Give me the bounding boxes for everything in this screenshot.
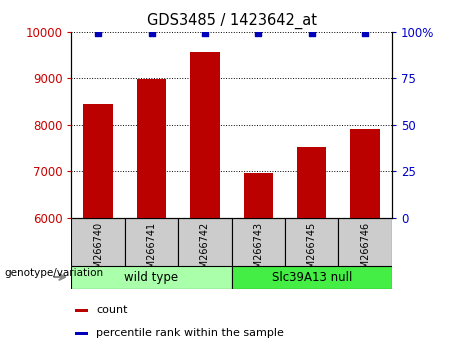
Bar (71, 266, 231, 289)
Bar (350, 130, 380, 218)
Bar (75, 332, 88, 335)
Bar (231, 218, 285, 266)
Bar (83, 104, 113, 218)
Bar (338, 218, 392, 266)
Text: percentile rank within the sample: percentile rank within the sample (96, 328, 284, 338)
Bar (285, 218, 338, 266)
Bar (297, 147, 326, 218)
Bar (125, 218, 178, 266)
Text: wild type: wild type (124, 270, 178, 284)
Text: GSM266740: GSM266740 (93, 222, 103, 281)
Text: GSM266743: GSM266743 (254, 222, 263, 281)
Title: GDS3485 / 1423642_at: GDS3485 / 1423642_at (147, 13, 317, 29)
Bar (75, 309, 88, 312)
Bar (231, 266, 392, 289)
Text: Slc39A13 null: Slc39A13 null (272, 270, 352, 284)
Bar (71, 218, 125, 266)
Bar (190, 52, 219, 218)
Bar (178, 218, 231, 266)
Text: GSM266746: GSM266746 (360, 222, 370, 281)
Bar (244, 173, 273, 218)
Point (148, 30, 155, 36)
Text: genotype/variation: genotype/variation (5, 268, 104, 279)
Text: GSM266742: GSM266742 (200, 222, 210, 281)
Point (201, 30, 209, 36)
Text: GSM266741: GSM266741 (147, 222, 157, 281)
Text: GSM266745: GSM266745 (307, 222, 317, 281)
Point (361, 30, 369, 36)
Point (254, 30, 262, 36)
Point (95, 30, 102, 36)
Bar (137, 79, 166, 218)
Text: count: count (96, 305, 128, 315)
Point (308, 30, 315, 36)
